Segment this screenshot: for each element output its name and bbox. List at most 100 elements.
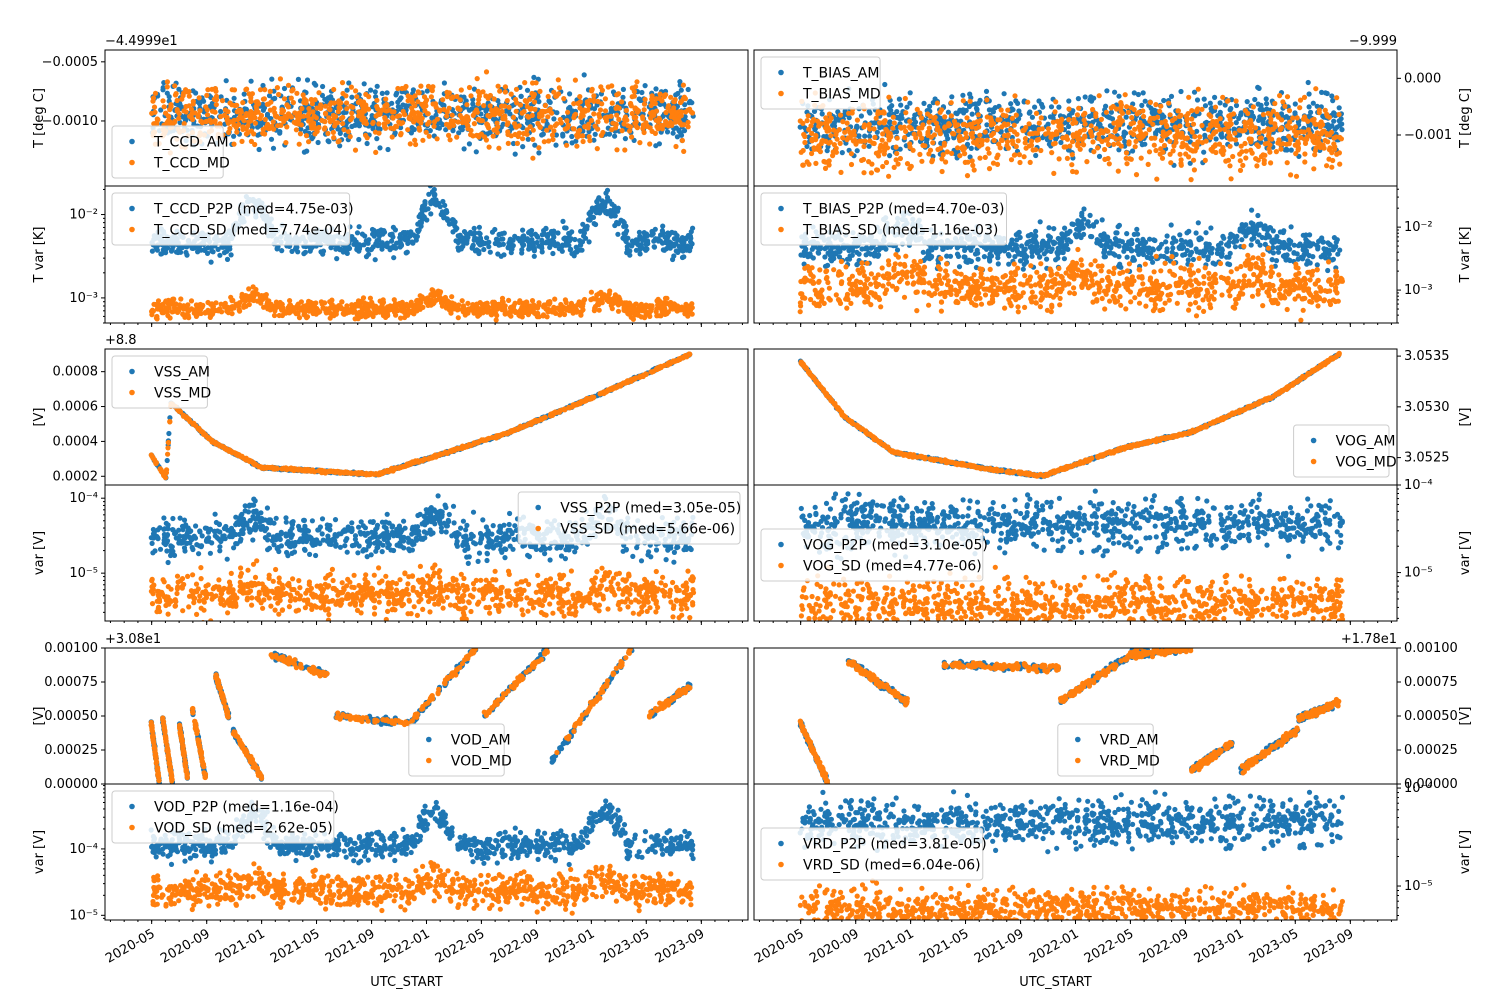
data-point [555,77,561,83]
data-point [622,136,629,142]
data-point [661,122,667,128]
data-point [1269,136,1275,142]
data-point [407,116,413,122]
data-point [1336,150,1342,156]
data-point [668,120,674,127]
data-point [674,134,681,140]
data-point [1306,104,1312,110]
data-point [851,132,858,138]
data-point [886,112,892,118]
data-point [1040,135,1046,141]
data-point [866,143,872,149]
data-point [1337,122,1343,128]
data-point [1301,94,1308,100]
data-point [664,129,671,135]
data-point [399,85,405,92]
data-point [926,125,932,131]
data-point [496,242,502,248]
data-point [1213,136,1219,142]
data-point [623,223,629,229]
data-point [1305,127,1312,133]
data-point [621,121,627,127]
data-point [1293,133,1299,139]
data-point [441,214,447,220]
data-point [797,124,803,130]
data-point [1082,134,1088,140]
data-point [1199,106,1205,112]
data-point [842,129,848,135]
data-point [611,211,617,217]
data-point [604,187,611,193]
data-point [502,84,508,90]
data-point [970,134,976,140]
data-point [409,240,416,246]
data-point [1154,176,1160,182]
data-point [983,88,990,94]
data-point [678,87,684,93]
data-point [403,235,409,241]
data-point [545,114,551,120]
data-point [651,238,657,244]
data-point [581,107,587,113]
data-point [363,91,369,97]
data-point [1324,113,1330,119]
data-point [622,147,628,153]
data-point [513,96,519,103]
data-point [457,232,463,238]
data-point [1038,147,1044,154]
data-point [301,113,307,119]
data-point [172,83,178,89]
data-point [514,140,521,146]
data-point [306,110,312,117]
data-point [1105,114,1111,120]
data-point [1293,173,1300,179]
data-point [1284,94,1291,100]
data-point [1175,108,1181,114]
data-point [1238,143,1244,149]
data-point [1305,79,1311,86]
data-point [1217,116,1223,122]
data-point [585,217,592,223]
data-point [1066,98,1072,104]
data-point [676,243,682,250]
data-point [809,130,815,136]
data-point [561,96,567,102]
data-point [374,238,380,244]
data-point [1058,123,1064,129]
data-point [682,102,688,108]
data-point [837,112,844,118]
data-point [1280,99,1286,105]
data-point [476,250,482,257]
data-point [916,130,923,136]
data-point [918,115,925,121]
data-point [197,108,203,114]
data-point [1161,133,1167,139]
data-point [1222,102,1228,108]
data-point [412,93,418,99]
data-point [557,116,563,123]
data-point [834,116,840,122]
data-point [828,133,834,139]
data-point [320,248,327,254]
data-point [1191,157,1197,163]
data-point [1268,160,1274,166]
data-point [1179,144,1185,150]
data-point [902,134,908,141]
data-point [415,229,421,235]
data-point [1263,96,1269,102]
data-point [601,200,607,206]
data-point [1057,127,1063,133]
data-point [239,138,245,144]
data-point [609,83,615,89]
offset-label: −9.999 [1349,34,1397,49]
data-point [338,100,344,106]
data-point [927,113,934,119]
data-point [218,113,224,120]
data-point [982,154,988,160]
data-point [409,97,415,103]
data-point [1191,89,1198,95]
data-point [154,244,160,250]
data-point [1066,117,1072,123]
data-point [513,124,519,130]
data-point [1016,152,1023,158]
